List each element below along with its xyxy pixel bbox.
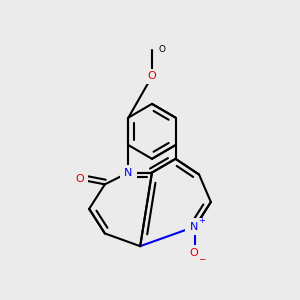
Text: O: O: [159, 45, 166, 54]
Text: O: O: [148, 71, 156, 81]
FancyBboxPatch shape: [185, 245, 206, 261]
Text: O: O: [75, 174, 84, 184]
Text: +: +: [198, 216, 205, 225]
Text: N: N: [190, 222, 198, 232]
FancyBboxPatch shape: [143, 69, 161, 84]
FancyBboxPatch shape: [120, 165, 136, 180]
FancyBboxPatch shape: [185, 218, 206, 235]
Text: N: N: [124, 168, 133, 178]
Text: O: O: [189, 248, 198, 258]
Text: −: −: [198, 254, 206, 263]
FancyBboxPatch shape: [70, 172, 88, 187]
